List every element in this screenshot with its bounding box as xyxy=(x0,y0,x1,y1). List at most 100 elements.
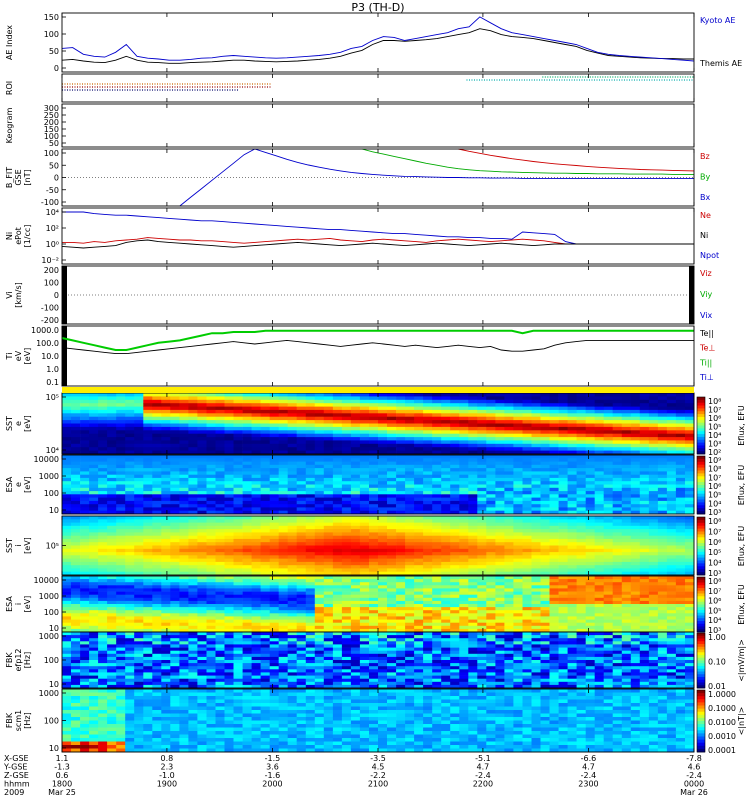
spectrogram-cell xyxy=(233,594,243,599)
spectrogram-cell xyxy=(161,403,171,407)
spectrogram-cell xyxy=(260,568,270,573)
spectrogram-cell xyxy=(450,455,460,459)
spectrogram-cell xyxy=(423,406,433,411)
spectrogram-cell xyxy=(378,568,388,573)
spectrogram-cell xyxy=(414,582,424,586)
spectrogram-cell xyxy=(414,600,424,605)
spectrogram-cell xyxy=(350,507,361,512)
spectrogram-cell xyxy=(260,613,270,617)
spectrogram-cell xyxy=(477,625,487,630)
spectrogram-cell xyxy=(486,555,496,559)
spectrogram-cell xyxy=(314,468,325,472)
spectrogram-cell xyxy=(477,538,487,543)
spectrogram-cell xyxy=(278,491,289,495)
spectrogram-cell xyxy=(486,622,496,627)
spectrogram-cell xyxy=(350,500,361,505)
spectrogram-cell xyxy=(477,403,487,407)
spectrogram-cell xyxy=(666,538,677,543)
spectrogram-cell xyxy=(612,525,623,530)
spectrogram-cell xyxy=(71,525,81,530)
spectrogram-cell xyxy=(269,461,280,466)
spectrogram-cell xyxy=(296,420,307,424)
spectrogram-cell xyxy=(468,542,478,546)
spectrogram-cell xyxy=(305,604,316,608)
spectrogram-cell xyxy=(233,565,243,569)
spectrogram-cell xyxy=(152,497,162,502)
spectrogram-cell xyxy=(630,481,641,485)
spectrogram-cell xyxy=(639,437,650,441)
spectrogram-cell xyxy=(531,474,541,479)
spectrogram-cell xyxy=(251,545,261,550)
spectrogram-cell xyxy=(287,409,298,414)
spectrogram-cell xyxy=(314,504,325,508)
spectrogram-cell xyxy=(513,487,523,492)
spectrogram-cell xyxy=(441,510,451,515)
spectrogram-cell xyxy=(540,500,550,505)
spectrogram-cell xyxy=(495,433,505,438)
spectrogram-cell xyxy=(567,464,577,469)
spectrogram-cell xyxy=(206,622,216,627)
spectrogram-cell xyxy=(323,458,334,462)
spectrogram-cell xyxy=(314,433,325,438)
spectrogram-cell xyxy=(648,532,659,537)
spectrogram-cell xyxy=(62,552,72,556)
spectrogram-cell xyxy=(423,484,433,489)
spectrogram-cell xyxy=(423,396,433,401)
spectrogram-cell xyxy=(594,497,605,502)
spectrogram-cell xyxy=(369,406,379,411)
spectrogram-cell xyxy=(549,426,559,431)
spectrogram-cell xyxy=(504,447,514,451)
spectrogram-cell xyxy=(441,458,451,462)
spectrogram-cell xyxy=(332,491,343,495)
spectrogram-cell xyxy=(675,535,686,540)
spectrogram-cell xyxy=(549,468,559,472)
spectrogram-cell xyxy=(206,461,216,466)
y-tick-label: -100 xyxy=(41,198,59,207)
spectrogram-cell xyxy=(305,532,316,537)
spectrogram-cell xyxy=(251,507,261,512)
spectrogram-cell xyxy=(179,604,189,608)
spectrogram-cell xyxy=(62,535,72,540)
spectrogram-cell xyxy=(314,582,325,586)
spectrogram-cell xyxy=(359,619,370,624)
spectrogram-cell xyxy=(540,450,550,455)
spectrogram-cell xyxy=(116,504,126,508)
spectrogram-cell xyxy=(341,396,352,401)
spectrogram-cell xyxy=(432,571,442,576)
spectrogram-cell xyxy=(495,579,505,583)
spectrogram-cell xyxy=(495,437,505,441)
spectrogram-cell xyxy=(62,409,72,414)
spectrogram-cell xyxy=(423,585,433,589)
spectrogram-cell xyxy=(432,604,442,608)
spectrogram-cell xyxy=(531,423,541,428)
spectrogram-cell xyxy=(251,525,261,530)
spectrogram-cell xyxy=(504,468,514,472)
spectrogram-cell xyxy=(80,555,90,559)
spectrogram-cell xyxy=(387,443,397,448)
spectrogram-cell xyxy=(685,406,695,411)
spectrogram-cell xyxy=(179,622,189,627)
spectrogram-cell xyxy=(531,477,541,482)
spectrogram-cell xyxy=(116,625,126,630)
spectrogram-cell xyxy=(71,420,81,424)
spectrogram-cell xyxy=(495,591,505,596)
spectrogram-cell xyxy=(80,597,90,602)
spectrogram-cell xyxy=(639,552,650,556)
spectrogram-cell xyxy=(531,561,541,566)
spectrogram-cell xyxy=(179,433,189,438)
spectrogram-cell xyxy=(441,409,451,414)
spectrogram-cell xyxy=(567,406,577,411)
spectrogram-cell xyxy=(296,471,307,476)
spectrogram-cell xyxy=(152,487,162,492)
spectrogram-cell xyxy=(522,532,532,537)
spectrogram-cell xyxy=(62,568,72,573)
spectrogram-cell xyxy=(287,525,298,530)
spectrogram-cell xyxy=(396,416,406,421)
spectrogram-cell xyxy=(269,532,280,537)
spectrogram-cell xyxy=(396,420,406,424)
spectrogram-cell xyxy=(468,403,478,407)
spectrogram-cell xyxy=(359,420,370,424)
spectrogram-cell xyxy=(459,576,469,580)
spectrogram-cell xyxy=(531,447,541,451)
spectrogram-cell xyxy=(332,500,343,505)
